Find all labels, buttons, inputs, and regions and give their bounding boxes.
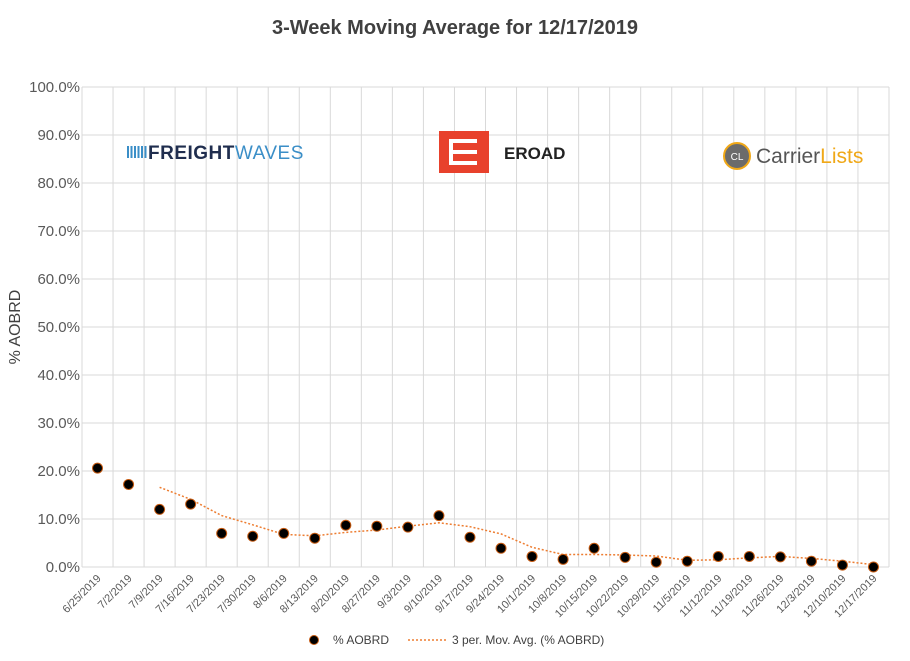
y-axis-label: % AOBRD <box>7 290 24 365</box>
svg-text:FREIGHTWAVES: FREIGHTWAVES <box>148 143 304 164</box>
data-point <box>340 519 352 531</box>
data-point <box>619 551 631 563</box>
legend: % AOBRD 3 per. Mov. Avg. (% AOBRD) <box>309 633 604 647</box>
carrierlists-logo: CL CarrierLists <box>723 142 863 170</box>
y-tick-label: 50.0% <box>37 319 80 336</box>
y-tick-label: 90.0% <box>37 127 80 144</box>
y-tick-label: 60.0% <box>37 271 80 288</box>
carrierlists-badge-text: CL <box>731 152 744 163</box>
freightwaves-logo-text-part1: FREIGHT <box>148 143 235 164</box>
y-tick-label: 100.0% <box>29 79 80 96</box>
svg-text:CarrierLists: CarrierLists <box>756 145 863 168</box>
data-point <box>278 527 290 539</box>
eroad-logo-e-icon <box>449 139 477 165</box>
data-point <box>309 532 321 544</box>
data-point <box>371 520 383 532</box>
data-point <box>743 550 755 562</box>
data-point <box>495 542 507 554</box>
data-point <box>836 559 848 571</box>
y-tick-label: 20.0% <box>37 463 80 480</box>
data-point <box>557 553 569 565</box>
y-tick-label: 10.0% <box>37 511 80 528</box>
data-point <box>526 550 538 562</box>
freightwaves-logo-text-part2: WAVES <box>235 143 304 164</box>
data-point <box>154 503 166 515</box>
legend-marker-aobrd <box>309 635 319 645</box>
data-point <box>650 556 662 568</box>
data-point <box>464 531 476 543</box>
data-point <box>805 555 817 567</box>
y-tick-label: 0.0% <box>46 559 80 576</box>
aobrd-series <box>92 462 879 573</box>
chart-title: 3-Week Moving Average for 12/17/2019 <box>272 17 638 39</box>
y-tick-label: 30.0% <box>37 415 80 432</box>
freightwaves-logo: FREIGHTWAVES <box>127 143 304 164</box>
data-point <box>433 510 445 522</box>
data-point <box>867 561 879 573</box>
eroad-logo: EROAD <box>439 131 565 173</box>
grid-layer <box>81 86 890 568</box>
data-point <box>123 478 135 490</box>
data-point <box>247 530 259 542</box>
x-tick-label: 6/25/2019 <box>61 573 104 616</box>
carrierlists-badge-icon <box>723 142 751 170</box>
data-point <box>588 542 600 554</box>
data-point <box>216 527 228 539</box>
data-point <box>712 550 724 562</box>
legend-label-aobrd: % AOBRD <box>333 633 389 647</box>
eroad-logo-text: EROAD <box>504 144 565 163</box>
data-point <box>185 498 197 510</box>
y-tick-label: 70.0% <box>37 223 80 240</box>
y-tick-label: 40.0% <box>37 367 80 384</box>
y-tick-label: 80.0% <box>37 175 80 192</box>
carrierlists-logo-text-part1: Carrier <box>756 145 820 168</box>
freightwaves-logo-mark <box>127 146 147 158</box>
legend-label-moving-average: 3 per. Mov. Avg. (% AOBRD) <box>452 633 604 647</box>
y-tick-labels: 0.0% 10.0% 20.0% 30.0% 40.0% 50.0% 60.0% 70.0% 8… <box>29 79 80 576</box>
data-point <box>402 521 414 533</box>
data-point <box>92 462 104 474</box>
data-point <box>774 551 786 563</box>
carrierlists-logo-text-part2: Lists <box>820 145 863 168</box>
x-tick-labels: 6/25/20197/2/20197/9/20197/16/20197/23/2… <box>61 573 880 620</box>
data-point <box>681 555 693 567</box>
